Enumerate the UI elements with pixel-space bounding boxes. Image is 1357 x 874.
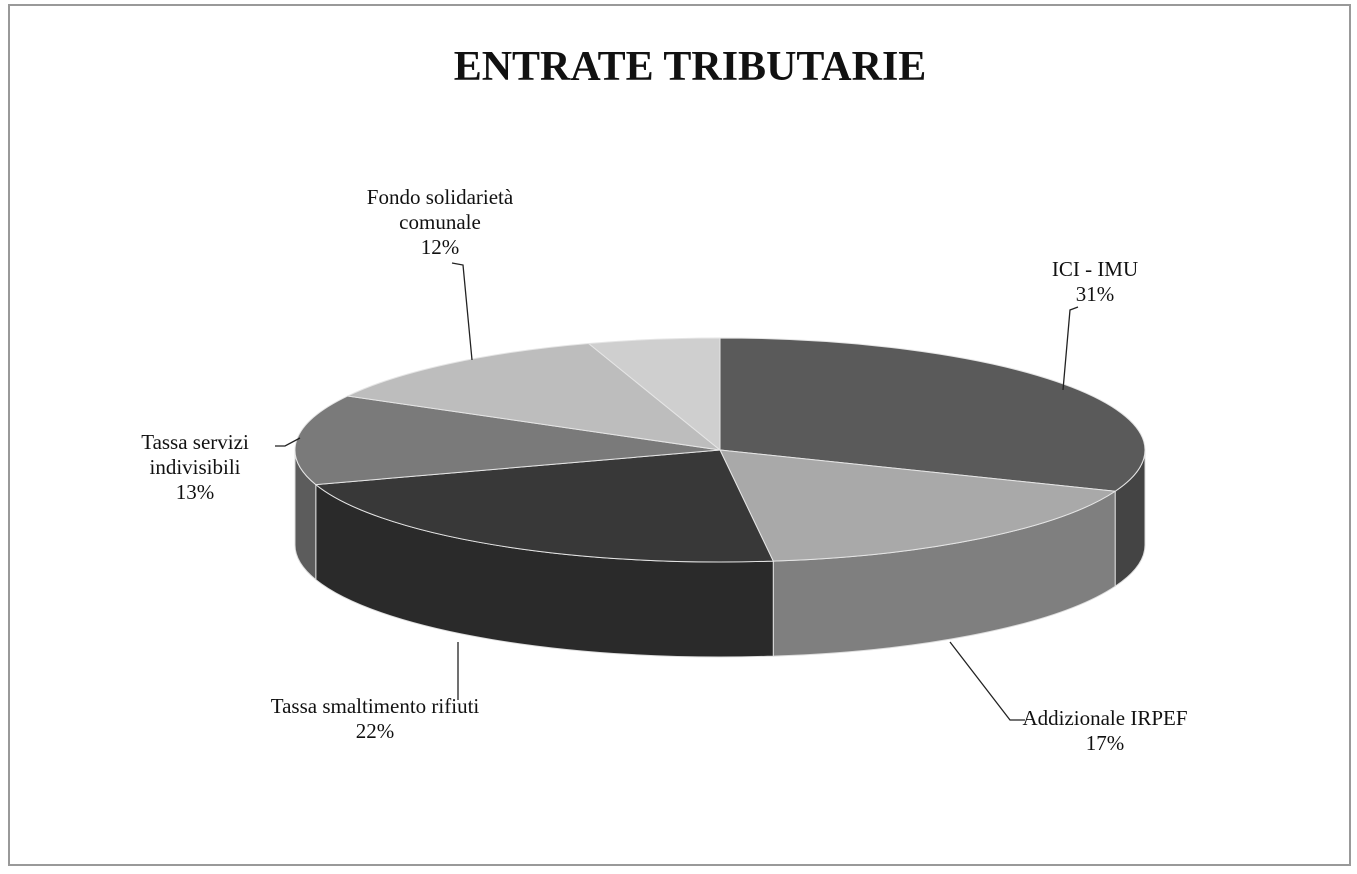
leader-line: [275, 437, 301, 447]
leader-line: [949, 641, 1025, 721]
category-label: Addizionale IRPEF: [1022, 706, 1188, 730]
category-label: Tassa servizi indivisibili: [141, 430, 249, 479]
slice: [587, 337, 721, 452]
value-label: 22%: [355, 719, 395, 743]
slice: [314, 449, 775, 563]
leader-line: [1062, 306, 1079, 391]
value-label: 12%: [420, 235, 460, 259]
category-label: ICI - IMU: [1051, 257, 1139, 281]
slice-label: Tassa smaltimento rifiuti 22%: [265, 694, 485, 744]
leader-line: [451, 262, 473, 361]
slice: [719, 337, 1146, 492]
pie-tops: [294, 337, 1146, 563]
chart-frame: [8, 4, 1351, 866]
category-label: Tassa smaltimento rifiuti: [270, 694, 480, 718]
slice: [719, 449, 1117, 562]
value-label: 17%: [1085, 731, 1125, 755]
slice-label: Tassa servizi indivisibili 13%: [105, 430, 285, 505]
category-label: Fondo solidarietà comunale: [366, 185, 514, 234]
slice-label: Fondo solidarietà comunale 12%: [330, 185, 550, 260]
value-label: 31%: [1075, 282, 1115, 306]
slice-label: ICI - IMU 31%: [1015, 257, 1175, 307]
chart-title: ENTRATE TRIBUTARIE: [454, 44, 927, 90]
pie-sides: [294, 449, 1146, 658]
slice: [345, 342, 722, 451]
slice-label: Addizionale IRPEF 17%: [1010, 706, 1200, 756]
value-label: 13%: [175, 480, 215, 504]
